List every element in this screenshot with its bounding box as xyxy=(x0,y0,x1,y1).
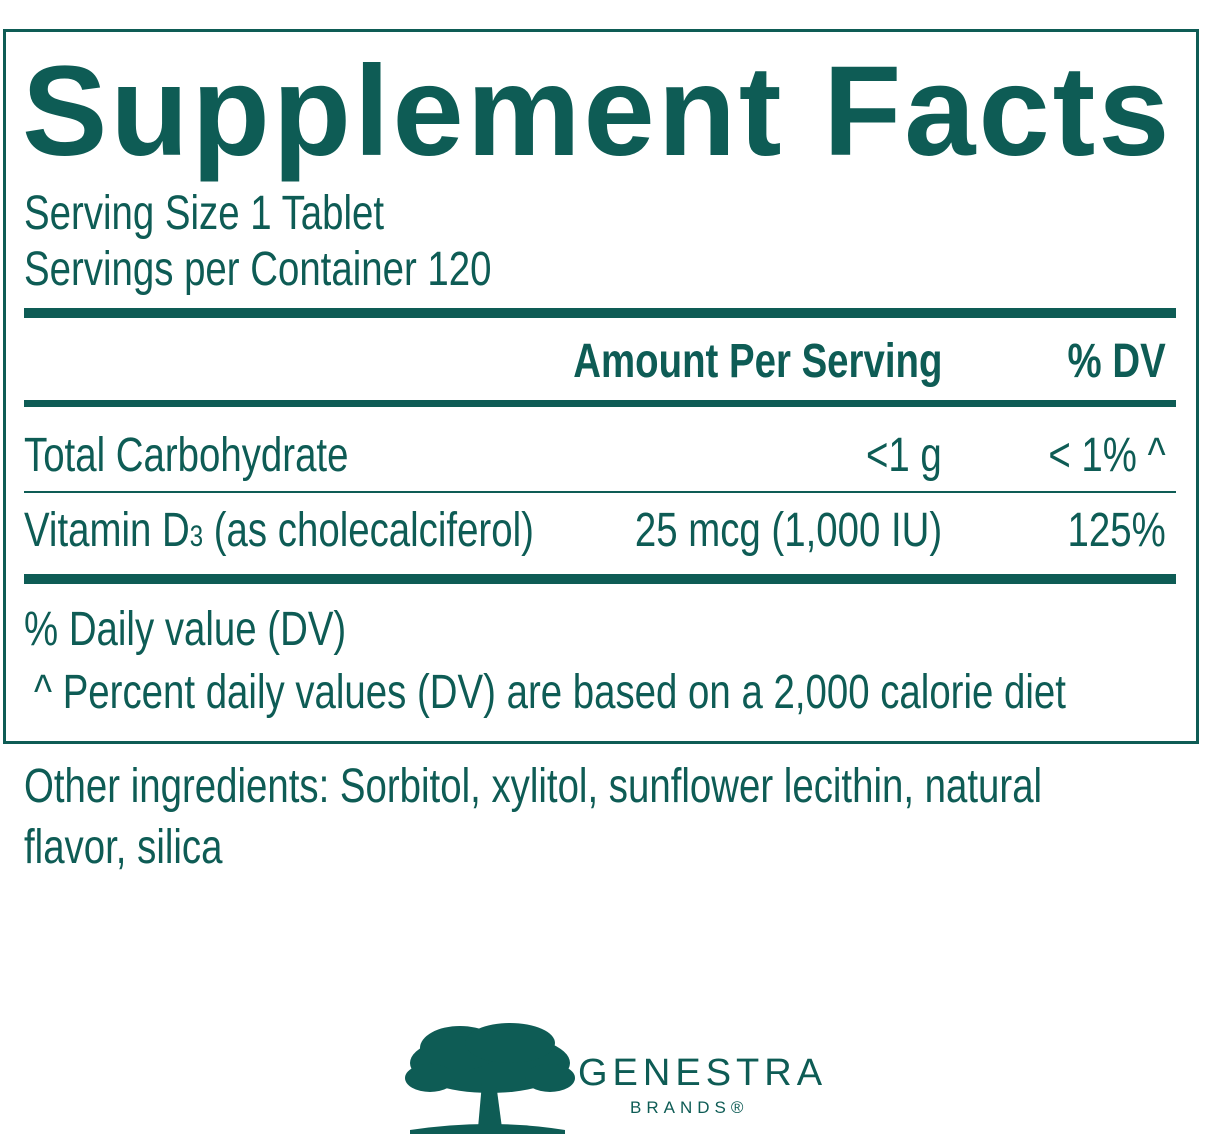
other-ingredients-line2: flavor, silica xyxy=(24,821,223,874)
row-name: Vitamin D3 (as cholecalciferol) xyxy=(24,504,534,557)
subscript-3: 3 xyxy=(189,520,204,553)
header-amount: Amount Per Serving xyxy=(572,335,942,388)
row-dv: < 1% ^ xyxy=(1048,429,1166,482)
thick-divider xyxy=(24,574,1176,584)
thin-divider xyxy=(24,491,1176,493)
other-ingredients-line1: Other ingredients: Sorbitol, xylitol, su… xyxy=(24,760,1043,813)
supplement-facts-panel xyxy=(3,29,1199,744)
brand-name: GENESTRA xyxy=(578,1052,828,1094)
genestra-logo: GENESTRA BRANDS® xyxy=(400,1018,822,1143)
servings-per-container: Servings per Container 120 xyxy=(24,243,492,296)
thick-divider xyxy=(24,308,1176,318)
row-amount: 25 mcg (1,000 IU) xyxy=(634,504,942,557)
footnote-dv: % Daily value (DV) xyxy=(24,603,347,656)
footnote-calorie: ^ Percent daily values (DV) are based on… xyxy=(34,666,1066,719)
row-amount: <1 g xyxy=(866,429,942,482)
tree-icon xyxy=(405,1023,575,1134)
brand-sub: BRANDS® xyxy=(630,1098,749,1117)
medium-divider xyxy=(24,400,1176,407)
serving-size: Serving Size 1 Tablet xyxy=(24,187,385,240)
row-dv: 125% xyxy=(1067,504,1166,557)
header-dv: % DV xyxy=(1067,335,1166,388)
panel-title: Supplement Facts xyxy=(22,40,1173,183)
row-name: Total Carbohydrate xyxy=(24,429,349,482)
